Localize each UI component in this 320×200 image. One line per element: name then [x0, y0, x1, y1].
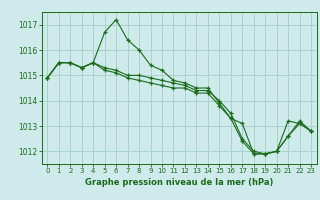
X-axis label: Graphe pression niveau de la mer (hPa): Graphe pression niveau de la mer (hPa) [85, 178, 273, 187]
